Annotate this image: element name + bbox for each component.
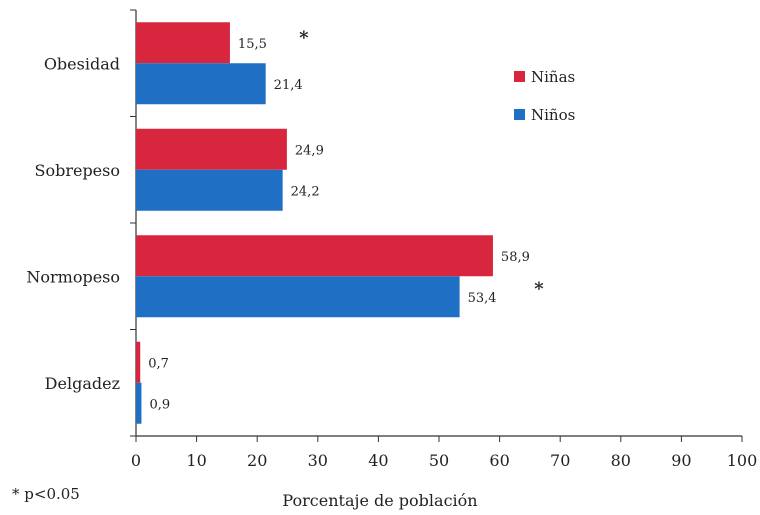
category-label: Sobrepeso [34,161,120,180]
data-label: 15,5 [238,37,267,52]
x-tick-label: 60 [489,451,509,470]
bar-ninas [136,128,287,170]
bar-ninos [136,63,266,105]
bar-ninos [136,382,142,424]
chart-data-labels: 15,5 21,4 24,9 24,2 58,9 53,4 0,7 0,9 * * [148,27,544,412]
x-tick-label: 80 [611,451,631,470]
x-tick-label: 0 [131,451,141,470]
x-tick-label: 20 [247,451,267,470]
bar-ninos [136,169,283,211]
legend-swatch [514,109,525,120]
bar-ninas [136,341,141,383]
x-axis-title: Porcentaje de población [282,491,477,510]
x-tick-label: 30 [308,451,328,470]
chart-axes: 0 10 20 30 40 50 60 70 80 90 100 Obesidad Sobrepeso N… [26,9,758,470]
footnote: * p<0.05 [12,485,80,503]
category-label: Delgadez [45,374,120,393]
data-label: 0,9 [149,397,170,412]
bar-ninas [136,22,230,64]
data-label: 0,7 [148,356,169,371]
x-tick-label: 90 [671,451,691,470]
chart-bars [136,22,493,424]
data-label: 24,9 [295,143,324,158]
x-tick-label: 70 [550,451,570,470]
x-tick-label: 40 [368,451,388,470]
category-label: Normopeso [26,267,120,286]
data-label: 53,4 [468,291,497,306]
significance-marker: * [299,27,309,48]
x-tick-label: 100 [727,451,758,470]
x-tick-label: 10 [186,451,206,470]
data-label: 58,9 [501,250,530,265]
data-label: 24,2 [291,184,320,199]
bar-ninas [136,235,493,277]
significance-marker: * [534,278,544,299]
x-tick-label: 50 [429,451,449,470]
legend-swatch [514,71,525,82]
category-label: Obesidad [44,54,120,73]
chart-legend: Niñas Niños [514,68,575,124]
bar-ninos [136,276,460,318]
data-label: 21,4 [274,78,303,93]
legend-label: Niños [531,106,575,124]
legend-label: Niñas [531,68,575,86]
